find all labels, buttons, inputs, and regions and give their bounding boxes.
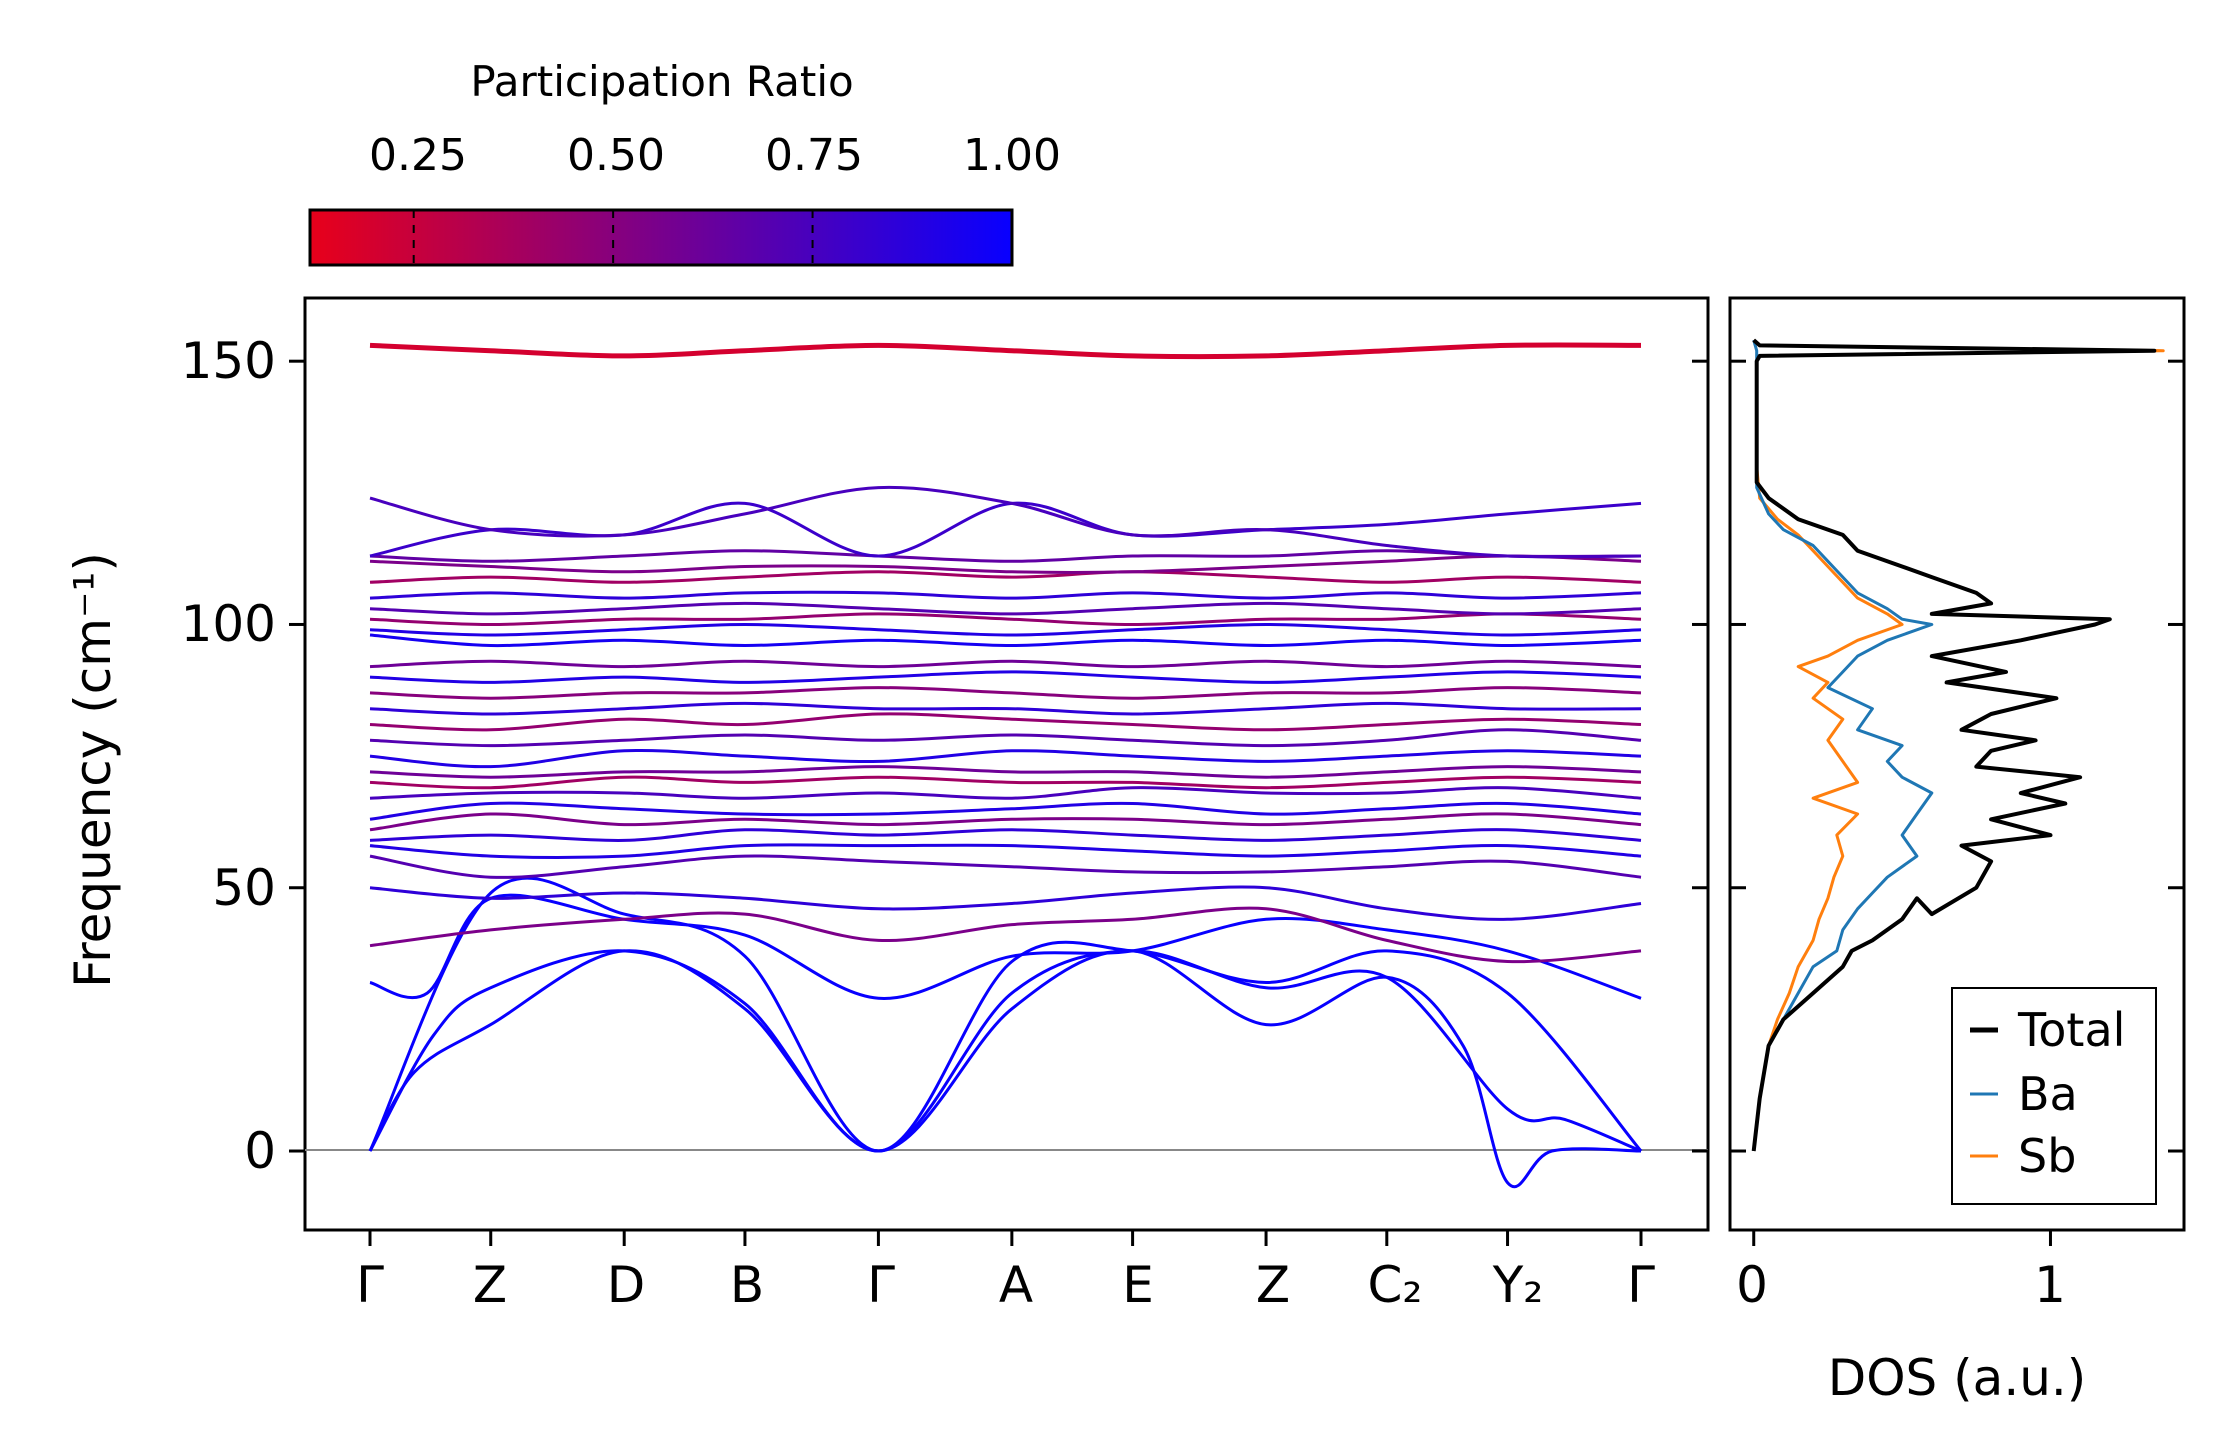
- dos-x-tick-label: 0: [1736, 1256, 1768, 1314]
- path-label: A: [999, 1256, 1033, 1314]
- dos-curves: [1751, 338, 2165, 1152]
- colorbar: Participation Ratio 0.25 0.50 0.75 1.00: [308, 57, 1061, 267]
- phonon-band: [369, 623, 1642, 637]
- y-tick-label: 0: [244, 1122, 276, 1180]
- path-label: Z: [1256, 1256, 1290, 1314]
- phonon-band: [369, 342, 1642, 360]
- legend-box: [1951, 987, 2157, 1205]
- phonon-band: [369, 501, 1642, 558]
- path-label: Z: [473, 1256, 507, 1314]
- y-tick-label: 100: [181, 595, 276, 653]
- phonon-band: [369, 670, 1642, 684]
- phonon-band: [369, 590, 1642, 600]
- path-label: E: [1122, 1256, 1154, 1314]
- path-label: B: [730, 1256, 764, 1314]
- dos-curve-ba: [1752, 339, 1934, 1152]
- phonon-band: [369, 843, 1642, 859]
- y-axis-title: Frequency (cm⁻¹): [64, 552, 122, 988]
- phonon-band: [369, 893, 1642, 1000]
- phonon-band: [369, 612, 1642, 626]
- phonon-band: [369, 748, 1642, 769]
- phonon-band: [369, 775, 1642, 790]
- colorbar-title: Participation Ratio: [470, 57, 853, 106]
- dos-x-tick-label: 1: [2034, 1256, 2066, 1314]
- phonon-band: [369, 570, 1642, 584]
- legend-label-ba: Ba: [2018, 1067, 2078, 1121]
- colorbar-gradient: [308, 208, 1014, 267]
- colorbar-tick-label: 1.00: [963, 130, 1061, 181]
- phonon-band: [368, 949, 1642, 1153]
- y-tick-label: 150: [181, 332, 276, 390]
- phonon-band: [369, 854, 1642, 879]
- phonon-band: [369, 712, 1642, 732]
- path-label: C₂: [1368, 1256, 1423, 1314]
- dispersion-ticks: [289, 359, 1708, 1246]
- dos-curve-total: [1751, 338, 2157, 1152]
- path-label: Γ: [867, 1256, 895, 1314]
- y-tick-label: 50: [212, 859, 276, 917]
- phonon-band: [369, 765, 1642, 779]
- phonon-band: [369, 554, 1642, 574]
- phonon-band: [368, 949, 1642, 1189]
- legend-label-total: Total: [2017, 1003, 2125, 1057]
- legend-label-sb: Sb: [2018, 1129, 2076, 1183]
- phonon-band: [369, 701, 1642, 716]
- dispersion-frame: [303, 296, 1710, 1232]
- phonon-band: [369, 906, 1642, 964]
- phonon-band: [369, 828, 1642, 842]
- dos-frame: [1728, 296, 2186, 1232]
- path-label: Y₂: [1492, 1256, 1544, 1314]
- path-label: Γ: [356, 1256, 384, 1314]
- phonon-band: [369, 801, 1642, 821]
- phonon-band: [369, 728, 1642, 748]
- path-label: D: [607, 1256, 646, 1314]
- phonon-bands: [368, 342, 1643, 1189]
- path-label: Γ: [1627, 1256, 1655, 1314]
- dos-panel: 0 1 DOS (a.u.) Total Ba Sb: [1728, 296, 2186, 1407]
- phonon-band: [369, 885, 1642, 921]
- phonon-band: [369, 812, 1642, 832]
- phonon-band: [369, 601, 1642, 616]
- dispersion-panel: 0 50 100 150 Frequency (cm⁻¹) Γ Z D B Γ …: [64, 296, 1710, 1314]
- colorbar-ticks: [412, 210, 814, 265]
- colorbar-tick-label: 0.50: [567, 130, 665, 181]
- colorbar-tick-label: 0.25: [369, 130, 467, 181]
- dos-x-axis-title: DOS (a.u.): [1828, 1349, 2087, 1407]
- phonon-band: [368, 876, 1643, 1153]
- colorbar-tick-label: 0.75: [765, 130, 863, 181]
- phonon-band: [369, 786, 1642, 800]
- dos-ticks: [1730, 359, 2184, 1246]
- phonon-band: [369, 633, 1642, 648]
- phonon-band: [369, 686, 1642, 700]
- phonon-band: [369, 549, 1642, 563]
- dos-legend: Total Ba Sb: [1951, 987, 2157, 1205]
- phonon-band: [369, 659, 1642, 669]
- phonon-band: [369, 485, 1642, 559]
